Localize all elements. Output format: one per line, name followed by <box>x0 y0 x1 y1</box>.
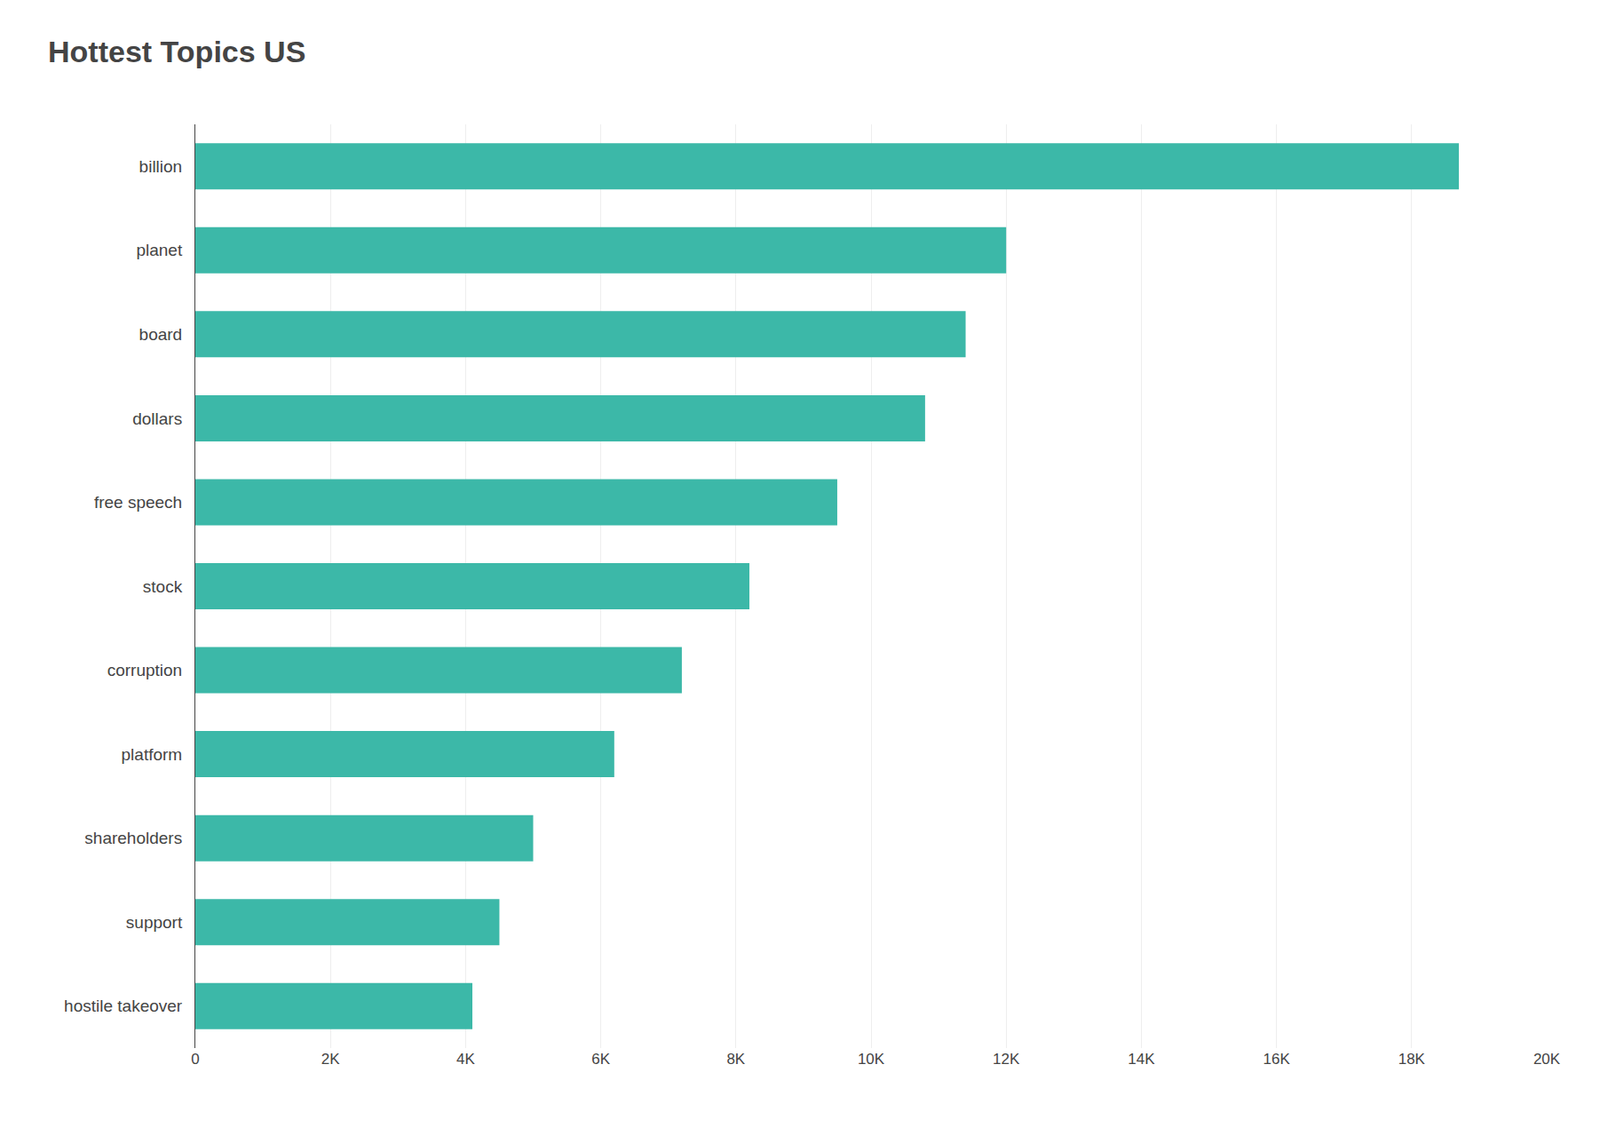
svg-text:stock: stock <box>142 577 183 596</box>
svg-text:board: board <box>139 324 183 344</box>
svg-text:18K: 18K <box>1398 1050 1426 1068</box>
svg-text:dollars: dollars <box>132 409 183 428</box>
svg-text:14K: 14K <box>1127 1050 1156 1068</box>
svg-text:billion: billion <box>139 157 183 176</box>
svg-text:6K: 6K <box>591 1050 610 1068</box>
svg-text:2K: 2K <box>321 1050 341 1068</box>
svg-text:10K: 10K <box>857 1050 886 1068</box>
svg-text:hostile takeover: hostile takeover <box>63 996 183 1015</box>
svg-text:16K: 16K <box>1262 1050 1291 1068</box>
svg-text:4K: 4K <box>456 1050 476 1068</box>
svg-text:Hottest Topics US: Hottest Topics US <box>47 34 306 69</box>
svg-text:platform: platform <box>121 744 183 764</box>
svg-text:corruption: corruption <box>107 660 183 680</box>
svg-text:8K: 8K <box>726 1050 745 1068</box>
svg-text:support: support <box>126 912 183 932</box>
svg-text:free speech: free speech <box>94 492 183 512</box>
svg-text:12K: 12K <box>992 1050 1021 1068</box>
svg-text:20K: 20K <box>1533 1050 1561 1068</box>
svg-text:shareholders: shareholders <box>84 828 183 848</box>
svg-text:0: 0 <box>190 1050 199 1068</box>
svg-text:planet: planet <box>135 240 183 260</box>
